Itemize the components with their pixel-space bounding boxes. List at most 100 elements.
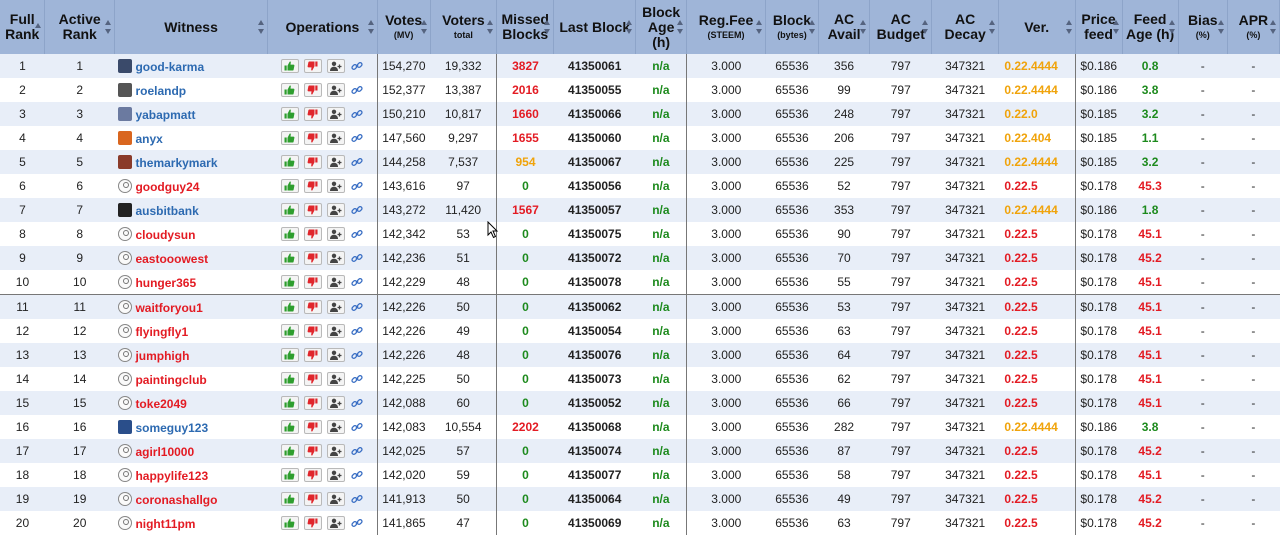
- thumbs-down-icon[interactable]: [303, 348, 322, 363]
- link-icon[interactable]: [350, 516, 364, 530]
- link-icon[interactable]: [350, 300, 364, 314]
- thumbs-down-icon[interactable]: [303, 275, 322, 290]
- thumbs-down-icon[interactable]: [303, 372, 322, 387]
- col-header-voters[interactable]: Voters total: [430, 0, 498, 54]
- col-header-active-rank[interactable]: Active Rank: [44, 0, 115, 54]
- witness-name-link[interactable]: themarkymark: [135, 155, 218, 170]
- witness-name-link[interactable]: agirl10000: [135, 444, 195, 459]
- col-header-votes[interactable]: Votes (MV): [377, 0, 431, 54]
- witness-name-link[interactable]: someguy123: [135, 420, 209, 435]
- col-header-bias[interactable]: Bias (%): [1178, 0, 1228, 54]
- thumbs-down-icon[interactable]: [303, 396, 322, 411]
- thumbs-down-icon[interactable]: [303, 420, 322, 435]
- add-user-icon[interactable]: [326, 444, 345, 459]
- thumbs-up-icon[interactable]: [280, 492, 299, 507]
- thumbs-up-icon[interactable]: [280, 179, 299, 194]
- witness-name-link[interactable]: hunger365: [135, 275, 197, 290]
- add-user-icon[interactable]: [326, 251, 345, 266]
- witness-name-link[interactable]: good-karma: [135, 59, 205, 74]
- thumbs-up-icon[interactable]: [280, 468, 299, 483]
- witness-name-link[interactable]: jumphigh: [135, 348, 190, 363]
- col-header-block-age[interactable]: Block Age (h): [635, 0, 688, 54]
- add-user-icon[interactable]: [326, 179, 345, 194]
- col-header-price-feed[interactable]: Price feed: [1075, 0, 1123, 54]
- add-user-icon[interactable]: [326, 203, 345, 218]
- add-user-icon[interactable]: [326, 107, 345, 122]
- link-icon[interactable]: [350, 107, 364, 121]
- thumbs-up-icon[interactable]: [280, 59, 299, 74]
- thumbs-down-icon[interactable]: [303, 324, 322, 339]
- thumbs-down-icon[interactable]: [303, 131, 322, 146]
- link-icon[interactable]: [350, 348, 364, 362]
- col-header-witness[interactable]: Witness: [114, 0, 269, 54]
- link-icon[interactable]: [350, 227, 364, 241]
- thumbs-up-icon[interactable]: [280, 251, 299, 266]
- col-header-version[interactable]: Ver.: [998, 0, 1076, 54]
- col-header-ac-avail[interactable]: AC Avail: [818, 0, 871, 54]
- thumbs-up-icon[interactable]: [280, 396, 299, 411]
- witness-name-link[interactable]: paintingclub: [135, 372, 207, 387]
- add-user-icon[interactable]: [326, 131, 345, 146]
- link-icon[interactable]: [350, 131, 364, 145]
- thumbs-down-icon[interactable]: [303, 251, 322, 266]
- add-user-icon[interactable]: [326, 372, 345, 387]
- link-icon[interactable]: [350, 372, 364, 386]
- add-user-icon[interactable]: [326, 227, 345, 242]
- witness-name-link[interactable]: happylife123: [135, 468, 209, 483]
- link-icon[interactable]: [350, 420, 364, 434]
- thumbs-up-icon[interactable]: [280, 275, 299, 290]
- link-icon[interactable]: [350, 179, 364, 193]
- thumbs-up-icon[interactable]: [280, 420, 299, 435]
- witness-name-link[interactable]: cloudysun: [135, 227, 196, 242]
- link-icon[interactable]: [350, 444, 364, 458]
- add-user-icon[interactable]: [326, 59, 345, 74]
- thumbs-up-icon[interactable]: [280, 372, 299, 387]
- link-icon[interactable]: [350, 468, 364, 482]
- thumbs-down-icon[interactable]: [303, 444, 322, 459]
- col-header-block[interactable]: Block (bytes): [765, 0, 820, 54]
- col-header-apr[interactable]: APR (%): [1227, 0, 1280, 54]
- add-user-icon[interactable]: [326, 83, 345, 98]
- thumbs-up-icon[interactable]: [280, 155, 299, 170]
- witness-name-link[interactable]: roelandp: [135, 83, 187, 98]
- add-user-icon[interactable]: [326, 468, 345, 483]
- thumbs-up-icon[interactable]: [280, 516, 299, 531]
- thumbs-down-icon[interactable]: [303, 227, 322, 242]
- thumbs-up-icon[interactable]: [280, 300, 299, 315]
- witness-name-link[interactable]: goodguy24: [135, 179, 200, 194]
- link-icon[interactable]: [350, 155, 364, 169]
- add-user-icon[interactable]: [326, 420, 345, 435]
- witness-name-link[interactable]: waitforyou1: [135, 300, 203, 315]
- col-header-reg-fee[interactable]: Reg.Fee (STEEM): [686, 0, 766, 54]
- witness-name-link[interactable]: eastooowest: [135, 251, 209, 266]
- thumbs-up-icon[interactable]: [280, 324, 299, 339]
- link-icon[interactable]: [350, 203, 364, 217]
- thumbs-up-icon[interactable]: [280, 131, 299, 146]
- link-icon[interactable]: [350, 324, 364, 338]
- link-icon[interactable]: [350, 492, 364, 506]
- col-header-ac-decay[interactable]: AC Decay: [931, 0, 999, 54]
- link-icon[interactable]: [350, 251, 364, 265]
- thumbs-down-icon[interactable]: [303, 203, 322, 218]
- add-user-icon[interactable]: [326, 324, 345, 339]
- witness-name-link[interactable]: anyx: [135, 131, 163, 146]
- col-header-feed-age[interactable]: Feed Age (h): [1122, 0, 1179, 54]
- thumbs-up-icon[interactable]: [280, 348, 299, 363]
- thumbs-up-icon[interactable]: [280, 83, 299, 98]
- thumbs-down-icon[interactable]: [303, 155, 322, 170]
- col-header-missed-blocks[interactable]: Missed Blocks: [496, 0, 555, 54]
- add-user-icon[interactable]: [326, 396, 345, 411]
- thumbs-up-icon[interactable]: [280, 444, 299, 459]
- witness-name-link[interactable]: yabapmatt: [135, 107, 196, 122]
- thumbs-down-icon[interactable]: [303, 179, 322, 194]
- witness-name-link[interactable]: ausbitbank: [135, 203, 199, 218]
- add-user-icon[interactable]: [326, 516, 345, 531]
- thumbs-up-icon[interactable]: [280, 107, 299, 122]
- witness-name-link[interactable]: flyingfly1: [135, 324, 189, 339]
- thumbs-down-icon[interactable]: [303, 300, 322, 315]
- witness-name-link[interactable]: toke2049: [135, 396, 187, 411]
- link-icon[interactable]: [350, 396, 364, 410]
- thumbs-down-icon[interactable]: [303, 59, 322, 74]
- thumbs-down-icon[interactable]: [303, 468, 322, 483]
- thumbs-down-icon[interactable]: [303, 107, 322, 122]
